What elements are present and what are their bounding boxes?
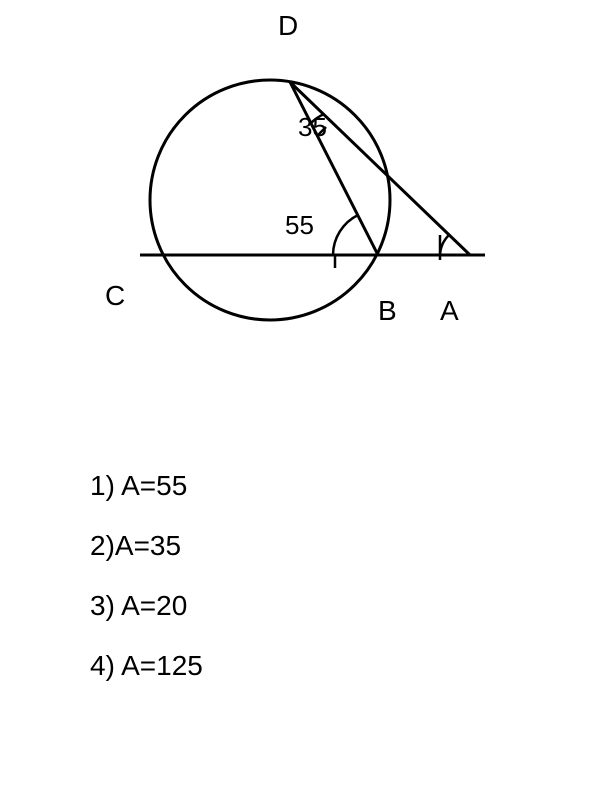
angle-label-b: 55 bbox=[285, 210, 314, 241]
circle bbox=[150, 80, 390, 320]
option-1[interactable]: 1) A=55 bbox=[90, 470, 605, 502]
option-4[interactable]: 4) A=125 bbox=[90, 650, 605, 682]
point-label-c: C bbox=[105, 280, 125, 312]
diagram-svg bbox=[0, 0, 605, 400]
option-2[interactable]: 2)A=35 bbox=[90, 530, 605, 562]
angle-arc-b bbox=[333, 215, 358, 255]
angle-arc-a bbox=[440, 235, 449, 255]
answer-options: 1) A=55 2)A=35 3) A=20 4) A=125 bbox=[0, 400, 605, 682]
point-label-a: A bbox=[440, 295, 459, 327]
option-3[interactable]: 3) A=20 bbox=[90, 590, 605, 622]
point-label-d: D bbox=[278, 10, 298, 42]
point-label-b: B bbox=[378, 295, 397, 327]
line-da bbox=[290, 82, 470, 255]
angle-label-d: 35 bbox=[298, 112, 327, 143]
geometry-diagram: D C B A 35 55 bbox=[0, 0, 605, 400]
